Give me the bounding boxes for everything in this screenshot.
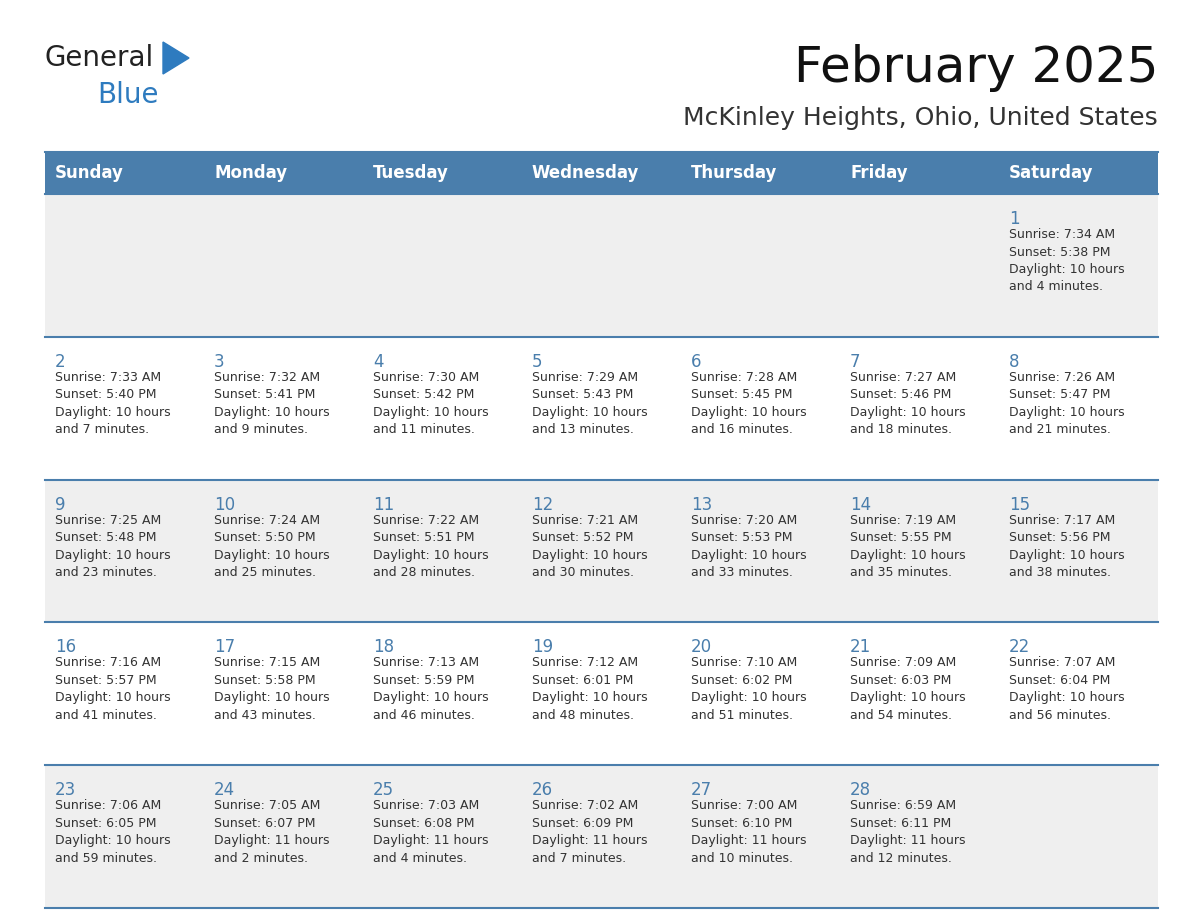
Text: Sunday: Sunday — [55, 164, 124, 182]
Text: Sunrise: 7:17 AM
Sunset: 5:56 PM
Daylight: 10 hours
and 38 minutes.: Sunrise: 7:17 AM Sunset: 5:56 PM Dayligh… — [1009, 513, 1125, 579]
Text: Saturday: Saturday — [1009, 164, 1093, 182]
Text: McKinley Heights, Ohio, United States: McKinley Heights, Ohio, United States — [683, 106, 1158, 130]
Text: Tuesday: Tuesday — [373, 164, 449, 182]
Text: Sunrise: 7:15 AM
Sunset: 5:58 PM
Daylight: 10 hours
and 43 minutes.: Sunrise: 7:15 AM Sunset: 5:58 PM Dayligh… — [214, 656, 329, 722]
Text: Sunrise: 7:05 AM
Sunset: 6:07 PM
Daylight: 11 hours
and 2 minutes.: Sunrise: 7:05 AM Sunset: 6:07 PM Dayligh… — [214, 800, 329, 865]
Text: Sunrise: 7:27 AM
Sunset: 5:46 PM
Daylight: 10 hours
and 18 minutes.: Sunrise: 7:27 AM Sunset: 5:46 PM Dayligh… — [849, 371, 966, 436]
Text: 18: 18 — [373, 638, 394, 656]
Text: 7: 7 — [849, 353, 860, 371]
Text: Sunrise: 7:25 AM
Sunset: 5:48 PM
Daylight: 10 hours
and 23 minutes.: Sunrise: 7:25 AM Sunset: 5:48 PM Dayligh… — [55, 513, 171, 579]
Text: Sunrise: 7:32 AM
Sunset: 5:41 PM
Daylight: 10 hours
and 9 minutes.: Sunrise: 7:32 AM Sunset: 5:41 PM Dayligh… — [214, 371, 329, 436]
Text: Sunrise: 7:24 AM
Sunset: 5:50 PM
Daylight: 10 hours
and 25 minutes.: Sunrise: 7:24 AM Sunset: 5:50 PM Dayligh… — [214, 513, 329, 579]
Text: 3: 3 — [214, 353, 225, 371]
Text: Sunrise: 7:34 AM
Sunset: 5:38 PM
Daylight: 10 hours
and 4 minutes.: Sunrise: 7:34 AM Sunset: 5:38 PM Dayligh… — [1009, 228, 1125, 294]
Bar — [45, 152, 1158, 194]
Text: Wednesday: Wednesday — [532, 164, 639, 182]
Text: 24: 24 — [214, 781, 235, 800]
Text: 5: 5 — [532, 353, 543, 371]
Text: Sunrise: 7:16 AM
Sunset: 5:57 PM
Daylight: 10 hours
and 41 minutes.: Sunrise: 7:16 AM Sunset: 5:57 PM Dayligh… — [55, 656, 171, 722]
Text: 26: 26 — [532, 781, 554, 800]
Bar — [45, 194, 1158, 337]
Text: Sunrise: 7:22 AM
Sunset: 5:51 PM
Daylight: 10 hours
and 28 minutes.: Sunrise: 7:22 AM Sunset: 5:51 PM Dayligh… — [373, 513, 488, 579]
Text: Friday: Friday — [849, 164, 908, 182]
Text: 2: 2 — [55, 353, 65, 371]
Polygon shape — [163, 42, 189, 74]
Text: Sunrise: 7:06 AM
Sunset: 6:05 PM
Daylight: 10 hours
and 59 minutes.: Sunrise: 7:06 AM Sunset: 6:05 PM Dayligh… — [55, 800, 171, 865]
Text: 14: 14 — [849, 496, 871, 513]
Text: Sunrise: 7:33 AM
Sunset: 5:40 PM
Daylight: 10 hours
and 7 minutes.: Sunrise: 7:33 AM Sunset: 5:40 PM Dayligh… — [55, 371, 171, 436]
Text: Sunrise: 7:13 AM
Sunset: 5:59 PM
Daylight: 10 hours
and 46 minutes.: Sunrise: 7:13 AM Sunset: 5:59 PM Dayligh… — [373, 656, 488, 722]
Text: 23: 23 — [55, 781, 76, 800]
Text: 12: 12 — [532, 496, 554, 513]
Text: Blue: Blue — [97, 81, 158, 109]
Text: Sunrise: 7:10 AM
Sunset: 6:02 PM
Daylight: 10 hours
and 51 minutes.: Sunrise: 7:10 AM Sunset: 6:02 PM Dayligh… — [691, 656, 807, 722]
Text: 4: 4 — [373, 353, 384, 371]
Text: Sunrise: 6:59 AM
Sunset: 6:11 PM
Daylight: 11 hours
and 12 minutes.: Sunrise: 6:59 AM Sunset: 6:11 PM Dayligh… — [849, 800, 966, 865]
Text: Sunrise: 7:26 AM
Sunset: 5:47 PM
Daylight: 10 hours
and 21 minutes.: Sunrise: 7:26 AM Sunset: 5:47 PM Dayligh… — [1009, 371, 1125, 436]
Text: 8: 8 — [1009, 353, 1019, 371]
Bar — [45, 479, 1158, 622]
Text: Sunrise: 7:30 AM
Sunset: 5:42 PM
Daylight: 10 hours
and 11 minutes.: Sunrise: 7:30 AM Sunset: 5:42 PM Dayligh… — [373, 371, 488, 436]
Text: 10: 10 — [214, 496, 235, 513]
Text: 25: 25 — [373, 781, 394, 800]
Text: Thursday: Thursday — [691, 164, 777, 182]
Text: Sunrise: 7:07 AM
Sunset: 6:04 PM
Daylight: 10 hours
and 56 minutes.: Sunrise: 7:07 AM Sunset: 6:04 PM Dayligh… — [1009, 656, 1125, 722]
Text: Sunrise: 7:29 AM
Sunset: 5:43 PM
Daylight: 10 hours
and 13 minutes.: Sunrise: 7:29 AM Sunset: 5:43 PM Dayligh… — [532, 371, 647, 436]
Text: Sunrise: 7:20 AM
Sunset: 5:53 PM
Daylight: 10 hours
and 33 minutes.: Sunrise: 7:20 AM Sunset: 5:53 PM Dayligh… — [691, 513, 807, 579]
Text: 16: 16 — [55, 638, 76, 656]
Text: 22: 22 — [1009, 638, 1030, 656]
Text: 11: 11 — [373, 496, 394, 513]
Text: Sunrise: 7:09 AM
Sunset: 6:03 PM
Daylight: 10 hours
and 54 minutes.: Sunrise: 7:09 AM Sunset: 6:03 PM Dayligh… — [849, 656, 966, 722]
Text: February 2025: February 2025 — [794, 44, 1158, 92]
Bar — [45, 622, 1158, 766]
Text: 17: 17 — [214, 638, 235, 656]
Text: 19: 19 — [532, 638, 554, 656]
Text: 6: 6 — [691, 353, 701, 371]
Text: 1: 1 — [1009, 210, 1019, 228]
Text: Sunrise: 7:02 AM
Sunset: 6:09 PM
Daylight: 11 hours
and 7 minutes.: Sunrise: 7:02 AM Sunset: 6:09 PM Dayligh… — [532, 800, 647, 865]
Text: General: General — [45, 44, 154, 72]
Bar — [45, 766, 1158, 908]
Text: 28: 28 — [849, 781, 871, 800]
Text: Sunrise: 7:21 AM
Sunset: 5:52 PM
Daylight: 10 hours
and 30 minutes.: Sunrise: 7:21 AM Sunset: 5:52 PM Dayligh… — [532, 513, 647, 579]
Text: 9: 9 — [55, 496, 65, 513]
Text: Sunrise: 7:28 AM
Sunset: 5:45 PM
Daylight: 10 hours
and 16 minutes.: Sunrise: 7:28 AM Sunset: 5:45 PM Dayligh… — [691, 371, 807, 436]
Text: Sunrise: 7:19 AM
Sunset: 5:55 PM
Daylight: 10 hours
and 35 minutes.: Sunrise: 7:19 AM Sunset: 5:55 PM Dayligh… — [849, 513, 966, 579]
Text: 20: 20 — [691, 638, 712, 656]
Text: 15: 15 — [1009, 496, 1030, 513]
Text: 27: 27 — [691, 781, 712, 800]
Text: Sunrise: 7:12 AM
Sunset: 6:01 PM
Daylight: 10 hours
and 48 minutes.: Sunrise: 7:12 AM Sunset: 6:01 PM Dayligh… — [532, 656, 647, 722]
Bar — [45, 337, 1158, 479]
Text: Sunrise: 7:00 AM
Sunset: 6:10 PM
Daylight: 11 hours
and 10 minutes.: Sunrise: 7:00 AM Sunset: 6:10 PM Dayligh… — [691, 800, 807, 865]
Text: Sunrise: 7:03 AM
Sunset: 6:08 PM
Daylight: 11 hours
and 4 minutes.: Sunrise: 7:03 AM Sunset: 6:08 PM Dayligh… — [373, 800, 488, 865]
Text: 21: 21 — [849, 638, 871, 656]
Text: Monday: Monday — [214, 164, 287, 182]
Text: 13: 13 — [691, 496, 713, 513]
